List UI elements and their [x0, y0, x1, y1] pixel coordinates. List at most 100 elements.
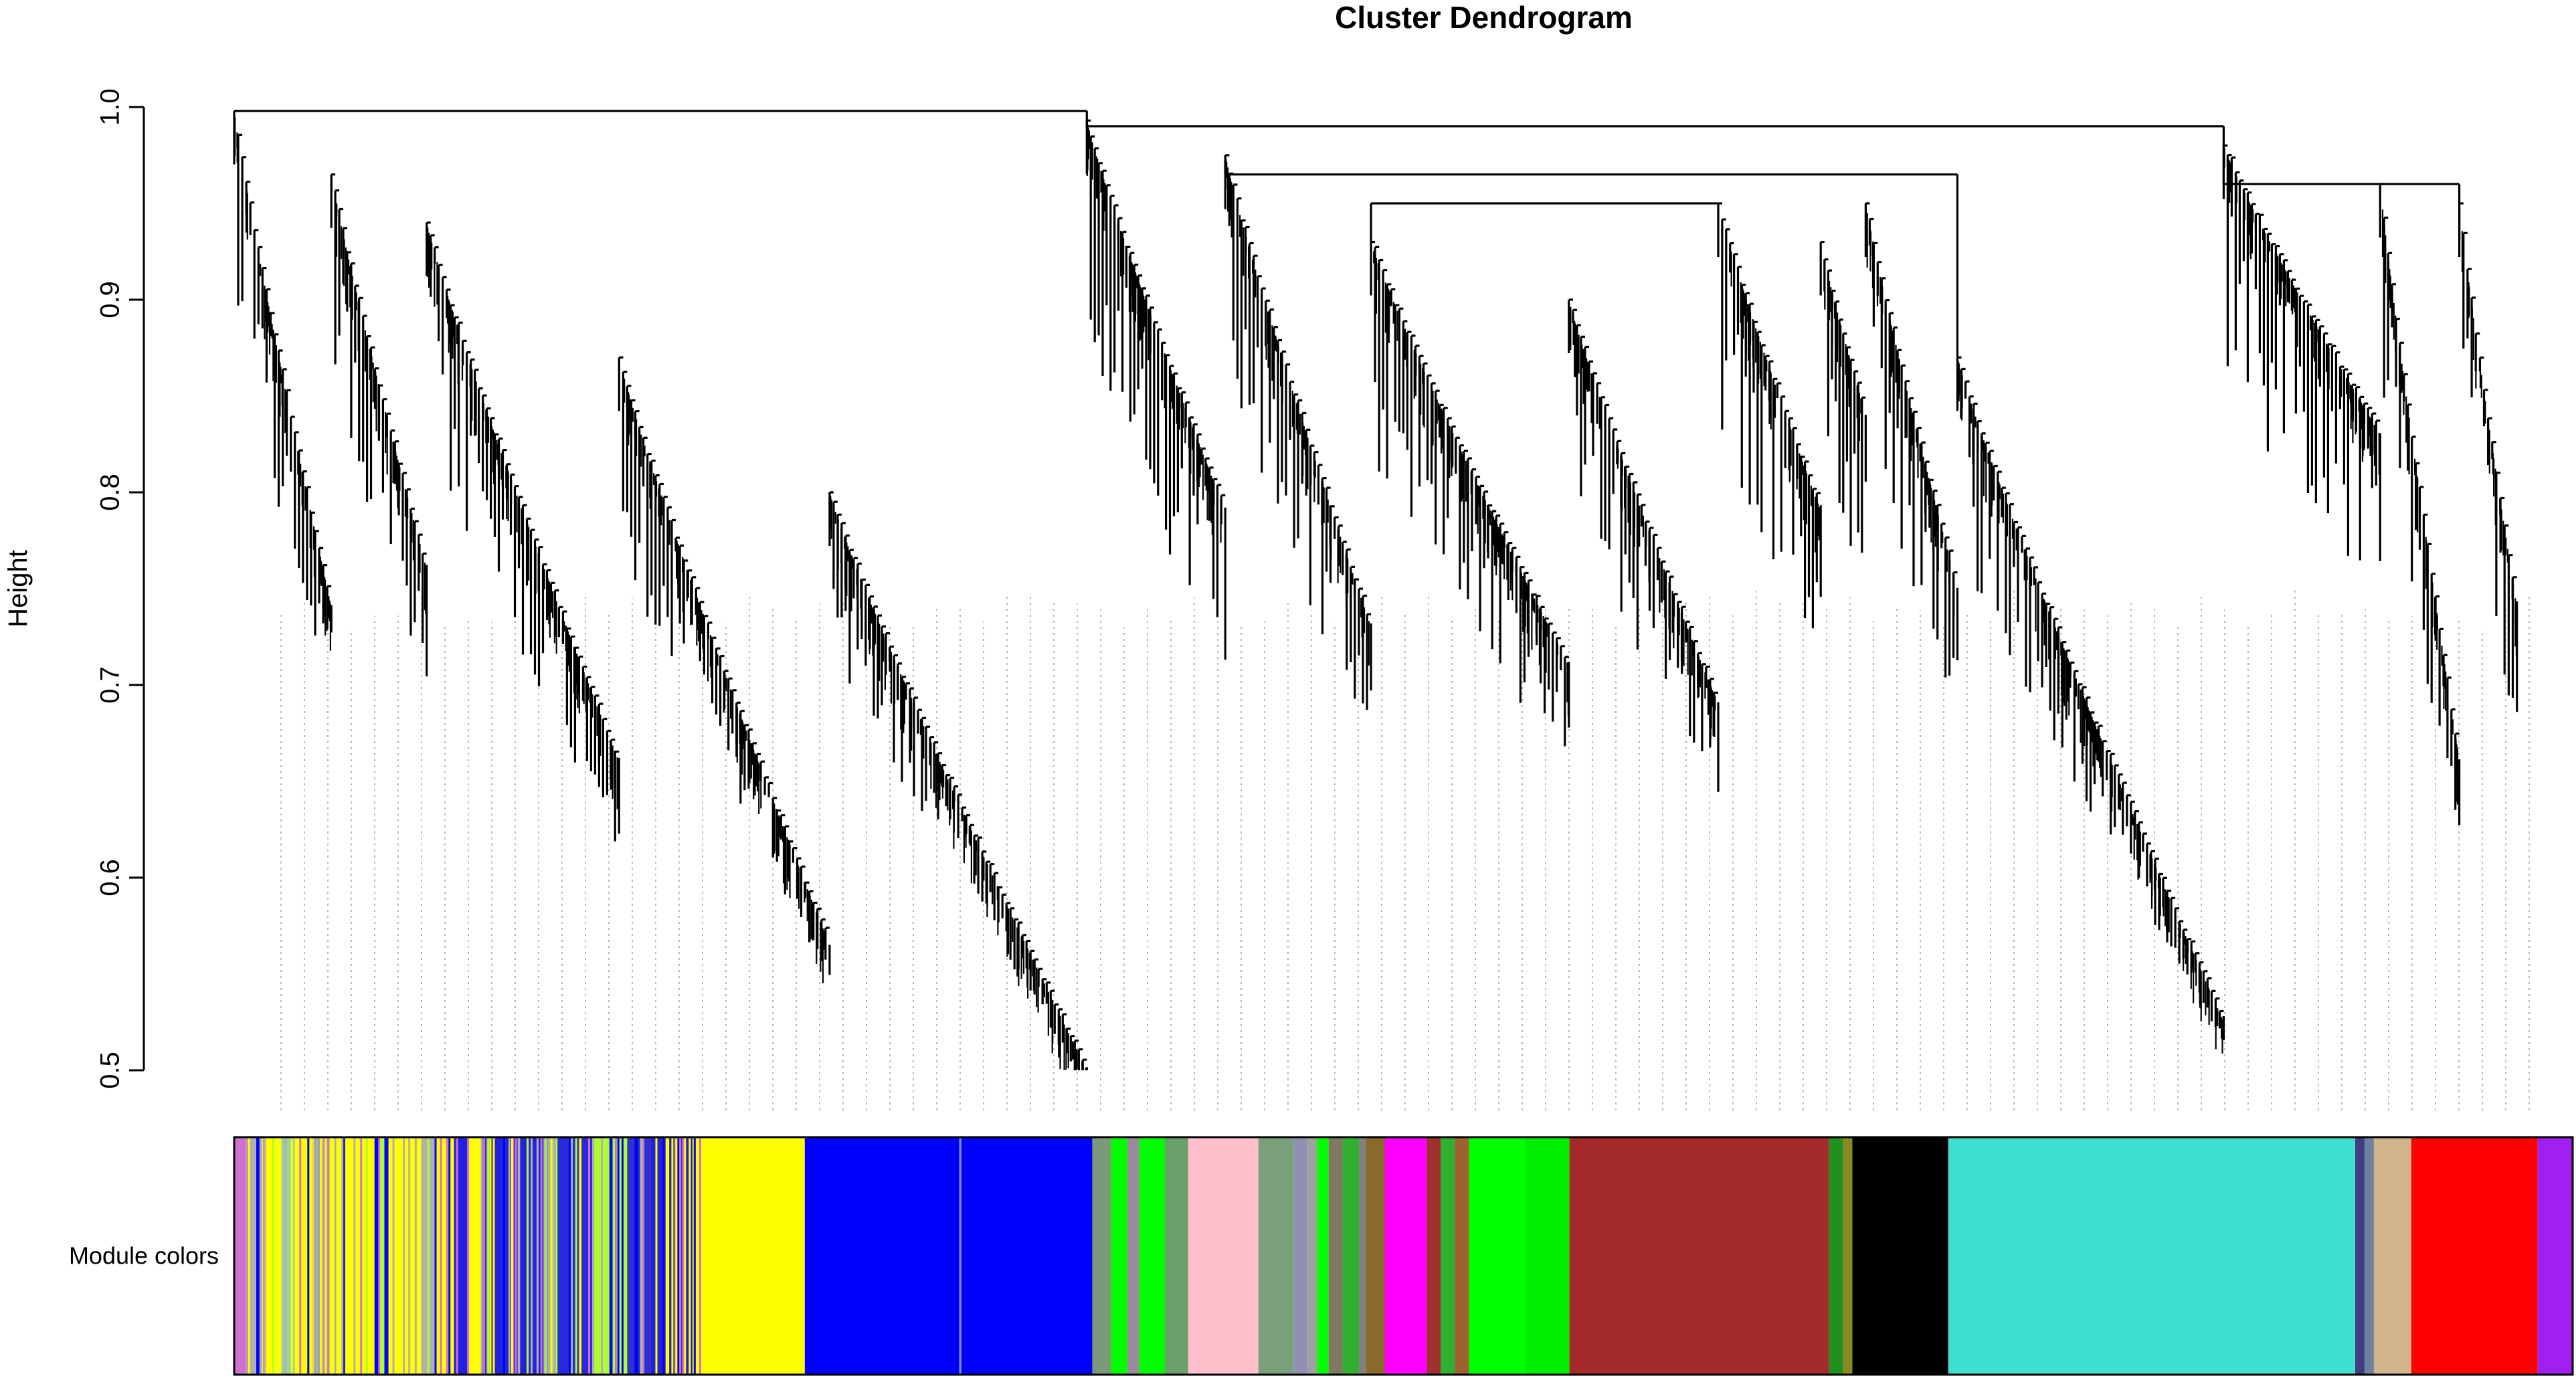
cluster-leaf-comb — [618, 358, 825, 983]
module-color-band — [233, 1136, 2574, 1376]
module-color-stripe — [456, 1137, 458, 1375]
module-color-stripe — [517, 1137, 520, 1375]
module-color-stripe — [446, 1137, 448, 1375]
module-color-stripe — [327, 1137, 330, 1375]
module-color-stripe — [284, 1137, 286, 1375]
module-color-segment — [435, 1137, 454, 1375]
cluster-branch-path — [828, 491, 1088, 1070]
cluster-leaf-comb — [1718, 205, 1821, 553]
module-color-stripe — [329, 1137, 331, 1375]
module-color-stripe — [655, 1137, 658, 1375]
module-color-segment — [280, 1137, 295, 1375]
module-color-stripe — [325, 1137, 327, 1375]
module-color-stripe — [430, 1137, 432, 1375]
cluster-branch — [2379, 183, 2461, 825]
y-axis-title: Height — [3, 550, 33, 627]
module-color-stripe — [640, 1137, 642, 1375]
module-color-stripe — [448, 1137, 451, 1375]
module-color-stripe — [555, 1137, 558, 1375]
module-color-segment — [1366, 1137, 1385, 1375]
module-color-segment — [1092, 1137, 1111, 1375]
module-color-stripe — [440, 1137, 442, 1375]
cluster-branch — [426, 221, 620, 842]
module-color-stripe — [427, 1137, 430, 1375]
module-color-stripe — [509, 1137, 511, 1375]
module-color-stripe — [515, 1137, 517, 1375]
cluster-branch — [1370, 241, 1570, 747]
module-color-stripe — [642, 1137, 645, 1375]
module-color-segment — [1441, 1137, 1455, 1375]
cluster-branch — [828, 491, 1088, 1070]
module-color-stripe — [571, 1137, 573, 1375]
cluster-branch — [2222, 144, 2381, 561]
module-color-stripe — [320, 1137, 323, 1375]
module-color-stripe — [614, 1137, 617, 1375]
module-color-segment — [1852, 1137, 1948, 1375]
module-color-stripe — [251, 1137, 254, 1375]
module-color-segment — [1829, 1137, 1843, 1375]
module-color-stripe — [575, 1137, 577, 1375]
leaf-dotted-lines — [280, 589, 2530, 1110]
module-color-segment — [2537, 1137, 2573, 1375]
cluster-leaf-comb — [2459, 207, 2518, 658]
module-color-stripe — [299, 1137, 302, 1375]
module-color-stripe — [636, 1137, 638, 1375]
module-color-stripe — [550, 1137, 553, 1375]
module-color-stripe — [248, 1137, 250, 1375]
module-color-stripe — [381, 1137, 384, 1375]
module-color-stripe — [272, 1137, 274, 1375]
module-color-stripe — [540, 1137, 543, 1375]
module-color-stripe — [579, 1137, 582, 1375]
module-color-stripe — [591, 1137, 594, 1375]
module-color-stripe — [667, 1137, 670, 1375]
module-color-segment — [2355, 1137, 2365, 1375]
module-color-segment — [1317, 1137, 1329, 1375]
module-color-stripe — [343, 1137, 345, 1375]
cluster-leaf-comb — [830, 496, 1087, 1070]
module-color-stripe — [545, 1137, 547, 1375]
module-colors-label: Module colors — [69, 1242, 219, 1270]
cluster-branch — [618, 356, 831, 983]
module-color-stripe — [662, 1137, 665, 1375]
module-color-stripe — [693, 1137, 696, 1375]
module-color-stripe — [625, 1137, 628, 1375]
dendrogram-branches — [233, 110, 2518, 1070]
cluster-leaf-comb — [1086, 122, 1222, 543]
module-color-segment — [959, 1137, 961, 1375]
module-color-segment — [1469, 1137, 1526, 1375]
module-color-stripe — [502, 1137, 505, 1375]
cluster-branch — [1956, 356, 2225, 1054]
module-color-segment — [1258, 1137, 1294, 1375]
module-color-segment — [627, 1137, 651, 1375]
module-color-segment — [2364, 1137, 2374, 1375]
module-color-stripe — [511, 1137, 513, 1375]
module-color-stripe — [345, 1137, 348, 1375]
module-color-segment — [1525, 1137, 1570, 1375]
module-color-segment — [294, 1137, 314, 1375]
y-tick-label: 0.6 — [96, 859, 125, 896]
cluster-branch-path — [1085, 119, 1226, 660]
module-color-segment — [1293, 1137, 1308, 1375]
module-color-stripe — [601, 1137, 604, 1375]
module-color-segment — [454, 1137, 468, 1375]
module-color-stripe — [665, 1137, 668, 1375]
module-color-stripe — [527, 1137, 529, 1375]
cluster-leaf-comb — [331, 177, 427, 614]
module-color-stripe — [699, 1137, 701, 1375]
y-tick-label: 1.0 — [96, 88, 125, 126]
module-color-stripe — [612, 1137, 614, 1375]
module-color-stripe — [634, 1137, 637, 1375]
module-color-stripe — [408, 1137, 411, 1375]
module-color-stripe — [531, 1137, 533, 1375]
module-color-stripe — [323, 1137, 326, 1375]
cluster-branch-path — [618, 356, 831, 975]
module-color-stripe — [316, 1137, 318, 1375]
module-color-stripe — [492, 1137, 495, 1375]
module-color-stripe — [588, 1137, 590, 1375]
module-color-band-border — [233, 1136, 2574, 1376]
cluster-branch-path — [1370, 241, 1570, 747]
module-color-segment — [1127, 1137, 1139, 1375]
module-color-stripe — [341, 1137, 344, 1375]
module-color-stripe — [378, 1137, 381, 1375]
cluster-branch — [1224, 154, 1372, 710]
